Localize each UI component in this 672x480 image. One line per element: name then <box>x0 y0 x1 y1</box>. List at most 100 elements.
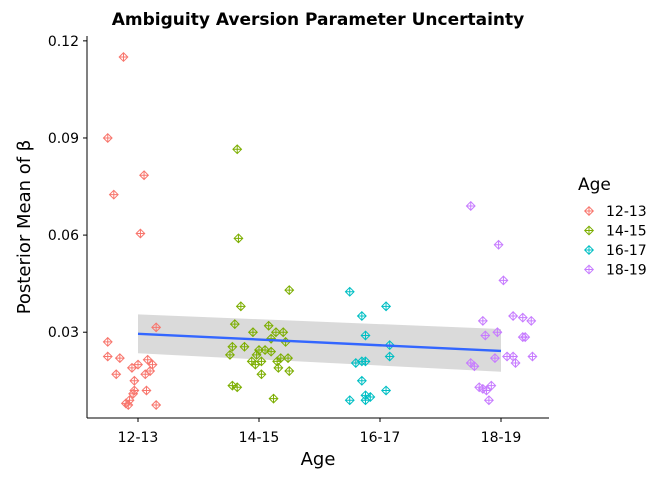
data-point-shape <box>492 327 503 338</box>
data-point-shape <box>114 353 125 364</box>
data-point-shape <box>102 336 113 347</box>
data-point <box>360 330 371 341</box>
data-point-shape <box>135 228 146 239</box>
legend-key-shape <box>583 225 595 236</box>
data-point-shape <box>360 390 371 401</box>
data-point-shape <box>284 366 295 377</box>
data-point <box>266 346 277 357</box>
data-point <box>151 322 162 333</box>
data-point-shape <box>268 393 279 404</box>
data-point-shape <box>283 353 294 364</box>
data-point <box>256 356 267 367</box>
data-point-shape <box>124 395 135 406</box>
data-point <box>132 359 144 370</box>
data-point-shape <box>229 319 240 330</box>
y-axis-label: Posterior Mean of β <box>14 140 35 315</box>
data-point <box>263 320 274 331</box>
data-point <box>492 327 503 338</box>
data-point <box>498 275 509 286</box>
data-point <box>381 385 392 396</box>
data-point <box>145 366 156 377</box>
data-point-shape <box>123 400 134 411</box>
data-point <box>232 144 243 155</box>
legend-item: 16-17 <box>583 243 647 259</box>
data-point <box>123 400 134 411</box>
data-point-shape <box>227 380 238 391</box>
data-point-shape <box>477 383 488 394</box>
data-point <box>266 333 277 344</box>
series-14-15 <box>224 144 295 404</box>
x-tick-label: 16-17 <box>360 430 401 446</box>
data-point <box>510 357 521 368</box>
data-point-shape <box>232 144 243 155</box>
data-point <box>108 189 119 200</box>
data-point-shape <box>486 380 497 391</box>
data-point-shape <box>278 327 289 338</box>
legend-items: 12-13 14-15 16-17 18-19 <box>583 204 647 279</box>
data-point-shape <box>118 52 129 63</box>
y-tick-label: 0.09 <box>48 131 79 147</box>
y-axis-ticks: 0.03 0.06 0.09 0.12 <box>48 34 87 341</box>
x-axis-ticks: 12-13 14-15 16-17 18-19 <box>118 418 522 446</box>
data-point <box>489 353 500 364</box>
legend-key <box>583 244 595 256</box>
data-point <box>128 388 139 399</box>
data-point-shape <box>360 330 371 341</box>
data-point <box>256 369 267 380</box>
data-point-shape <box>381 385 392 396</box>
legend-key <box>583 205 595 217</box>
legend-label: 12-13 <box>606 204 647 220</box>
legend-item: 18-19 <box>583 263 647 279</box>
data-point-shape <box>266 346 277 357</box>
data-point <box>114 353 125 364</box>
legend-key <box>583 225 595 236</box>
x-tick-label: 12-13 <box>118 430 159 446</box>
data-point-shape <box>356 311 367 322</box>
series-18-19 <box>465 200 538 406</box>
data-point-shape <box>250 359 261 370</box>
data-point <box>480 330 491 341</box>
data-point <box>118 52 129 63</box>
data-point <box>520 332 531 343</box>
legend-label: 16-17 <box>606 243 647 259</box>
legend-key-shape <box>583 205 595 217</box>
data-point <box>235 301 246 312</box>
legend-key <box>583 264 595 275</box>
data-point <box>135 228 146 239</box>
data-point <box>527 351 538 362</box>
data-point-shape <box>384 351 395 362</box>
data-point <box>139 170 150 181</box>
data-point-shape <box>483 395 494 406</box>
data-point-shape <box>381 301 392 312</box>
data-point <box>381 301 392 312</box>
data-point <box>102 336 113 347</box>
data-point-shape <box>263 320 274 331</box>
data-point <box>233 233 244 244</box>
data-point <box>283 353 294 364</box>
data-point-shape <box>493 239 504 250</box>
data-point <box>129 375 140 386</box>
data-point-shape <box>498 275 509 286</box>
data-point <box>227 380 238 391</box>
data-point-shape <box>356 375 367 386</box>
data-point-shape <box>256 369 267 380</box>
data-point <box>224 349 235 360</box>
data-point-shape <box>108 189 119 200</box>
data-point-shape <box>126 362 137 373</box>
data-point <box>477 315 488 326</box>
data-point <box>227 341 238 352</box>
data-point-shape <box>284 285 295 296</box>
data-point <box>344 286 355 297</box>
trend-line <box>137 332 502 353</box>
data-point <box>124 395 135 406</box>
data-point-shape <box>273 362 284 373</box>
data-point-shape <box>151 400 162 411</box>
data-point <box>278 327 289 338</box>
legend-label: 18-19 <box>606 263 647 279</box>
data-point-shape <box>247 327 258 338</box>
data-point-shape <box>232 382 243 393</box>
data-point-shape <box>139 170 150 181</box>
data-point <box>517 312 528 323</box>
x-tick-label: 18-19 <box>481 430 522 446</box>
